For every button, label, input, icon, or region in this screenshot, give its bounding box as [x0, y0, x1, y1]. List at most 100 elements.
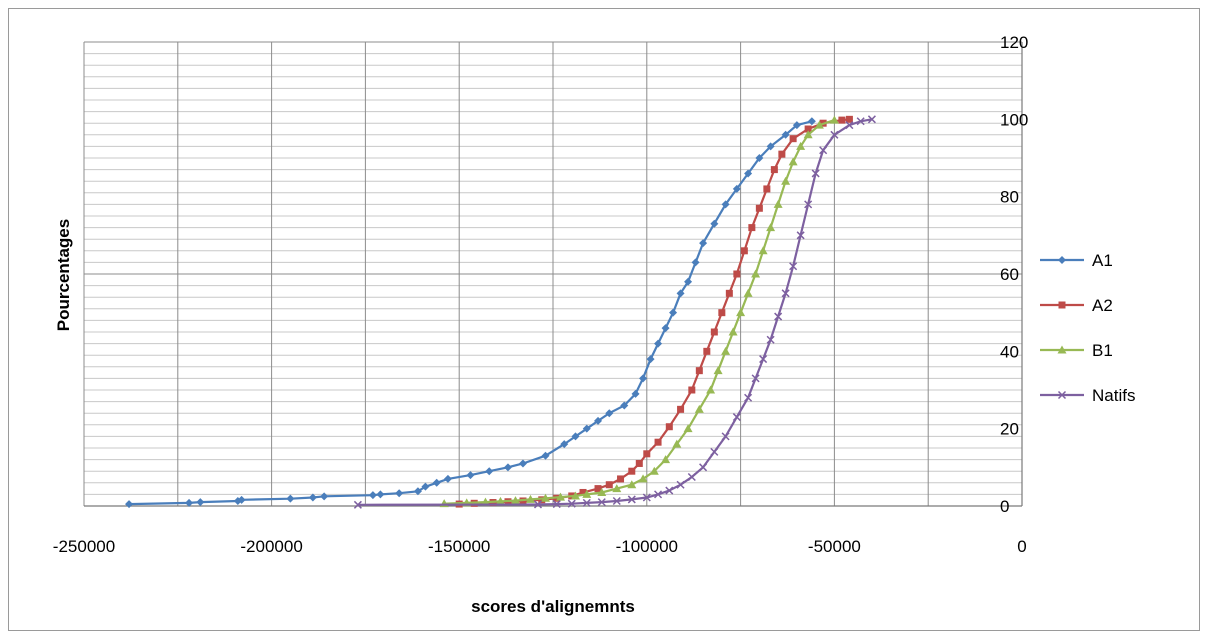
x-tick-label: -200000: [240, 537, 302, 556]
data-point-natifs: [789, 262, 798, 271]
data-point-natifs: [612, 496, 621, 506]
data-point-natifs: [597, 498, 606, 507]
data-point-natifs: [804, 200, 813, 209]
data-point-a1: [376, 490, 385, 499]
data-point-a1: [368, 491, 377, 500]
data-point-b1: [743, 288, 753, 297]
legend-item-b1: B1: [1040, 341, 1113, 360]
data-point-natifs: [845, 121, 854, 130]
data-point-a1: [620, 401, 629, 410]
series-line-b1: [444, 119, 835, 505]
data-point-b1: [582, 489, 592, 498]
data-point-b1: [525, 494, 535, 503]
data-point-a1: [582, 424, 591, 433]
data-point-a1: [676, 289, 685, 298]
data-point-natifs: [627, 495, 636, 504]
legend-item-a2: A2: [1040, 296, 1113, 315]
x-tick-label: 0: [1017, 537, 1026, 556]
legend-label-a2: A2: [1092, 296, 1113, 315]
data-point-b1: [638, 474, 648, 483]
data-point-a2: [770, 166, 778, 174]
gridlines: [83, 41, 1023, 507]
data-point-natifs: [582, 498, 591, 507]
data-point-natifs: [856, 117, 865, 126]
data-point-a2: [703, 347, 711, 355]
data-point-a1: [684, 277, 693, 286]
legend-label-natifs: Natifs: [1092, 386, 1135, 405]
data-point-a2: [617, 475, 625, 483]
data-point-natifs: [781, 289, 790, 298]
data-point-a1: [571, 432, 580, 441]
data-point-a2: [733, 270, 741, 278]
data-point-a1: [286, 494, 295, 503]
data-point-a2: [643, 450, 651, 458]
data-point-natifs: [710, 447, 719, 456]
data-point-a1: [125, 500, 134, 509]
y-tick-label: 40: [1000, 342, 1019, 361]
data-point-a2: [654, 438, 662, 446]
data-point-natifs: [819, 146, 828, 155]
data-point-a1: [237, 495, 246, 504]
data-point-a1: [669, 308, 678, 317]
data-point-b1: [781, 176, 791, 185]
data-point-natifs: [552, 500, 561, 509]
data-point-a2: [605, 481, 613, 489]
data-point-a2: [628, 467, 636, 475]
data-point-natifs: [766, 335, 775, 344]
legend-marker-natifs: [1057, 390, 1067, 400]
tick-labels: -250000 -200000 -150000 -100000 -50000 0 0 20 40…: [53, 33, 1029, 556]
data-point-b1: [672, 439, 682, 448]
data-point-b1: [788, 157, 798, 166]
data-point-natifs: [732, 413, 741, 422]
data-point-a1: [661, 324, 670, 333]
data-point-a2: [579, 488, 587, 496]
data-point-natifs: [811, 169, 820, 178]
legend-item-natifs: Natifs: [1040, 386, 1135, 405]
data-point-a1: [541, 451, 550, 460]
data-point-a2: [845, 115, 853, 123]
data-point-a1: [710, 219, 719, 228]
data-point-natifs: [744, 393, 753, 402]
data-point-a1: [594, 416, 603, 425]
data-point-b1: [612, 484, 622, 493]
data-point-b1: [627, 480, 637, 489]
data-point-a1: [691, 258, 700, 267]
data-point-a1: [320, 492, 329, 501]
legend-marker-a2: [1058, 301, 1066, 309]
data-point-b1: [597, 487, 607, 496]
series-group: [125, 115, 876, 509]
x-axis-title: scores d'alignemnts: [471, 597, 635, 616]
data-point-a1: [807, 117, 816, 126]
data-point-a1: [744, 169, 753, 178]
data-point-natifs: [533, 500, 543, 509]
series-a1: [125, 117, 816, 509]
data-point-b1: [694, 404, 704, 413]
data-point-a2: [635, 459, 643, 467]
data-point-a1: [792, 121, 801, 130]
x-tick-label: -50000: [808, 537, 861, 556]
data-point-natifs: [665, 486, 674, 495]
data-point-b1: [814, 120, 824, 129]
data-point-natifs: [774, 312, 783, 321]
data-point-a2: [804, 125, 812, 133]
data-point-b1: [803, 130, 813, 139]
y-axis-title: Pourcentages: [54, 219, 73, 331]
data-point-a1: [485, 467, 494, 476]
data-point-a1: [503, 463, 512, 472]
data-point-a2: [665, 423, 673, 431]
data-point-b1: [649, 466, 659, 475]
data-point-b1: [556, 492, 566, 501]
data-point-a2: [538, 496, 546, 504]
data-point-b1: [796, 141, 806, 150]
legend-marker-a1: [1058, 256, 1066, 264]
data-point-a1: [560, 440, 569, 449]
data-point-a2: [789, 135, 797, 143]
axes: [84, 42, 1023, 507]
data-point-b1: [571, 491, 581, 500]
series-line-a1: [128, 120, 813, 506]
data-point-a1: [781, 130, 790, 139]
data-point-b1: [661, 455, 671, 464]
data-point-a1: [732, 184, 741, 193]
data-point-a2: [748, 224, 756, 232]
